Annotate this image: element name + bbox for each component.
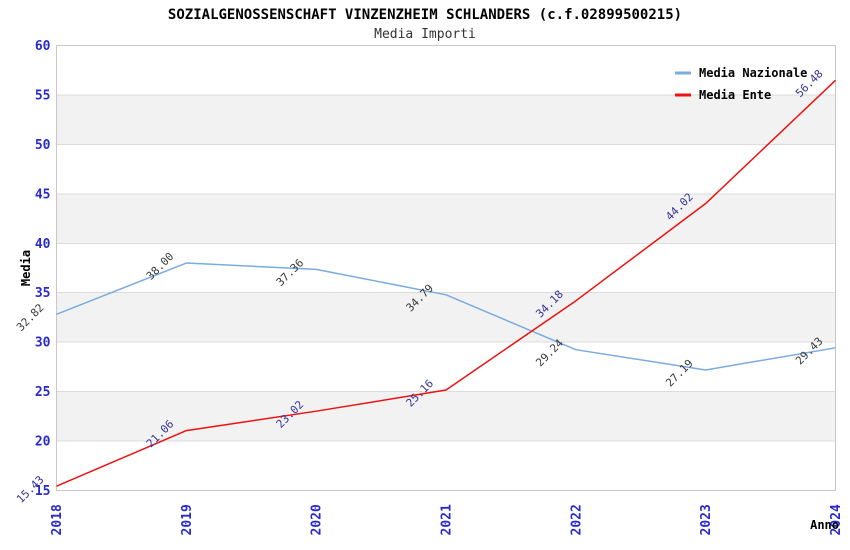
x-tick-label: 2023 [699,504,714,535]
plot-border [56,45,836,491]
y-tick-label: 15 [35,484,51,499]
data-point-label: 32.82 [14,301,47,334]
plot-band [56,193,836,244]
data-point-label: 27.19 [663,357,696,390]
data-point-label: 37.36 [274,256,307,289]
y-tick-label: 40 [35,237,51,252]
y-axis-title: Media [19,250,33,286]
chart-subtitle: Media Importi [374,27,476,42]
legend-label-1: Media Nazionale [699,66,807,80]
y-tick-label: 45 [35,187,51,202]
plot-band [56,94,836,145]
y-tick-label: 20 [35,435,51,450]
y-tick-label: 30 [35,336,51,351]
plot-band [56,391,836,442]
x-tick-label: 2018 [50,504,65,535]
x-tick-label: 2021 [440,504,455,535]
legend-label-2: Media Ente [699,88,771,102]
chart-title: SOZIALGENOSSENSCHAFT VINZENZHEIM SCHLAND… [167,7,683,23]
x-tick-label: 2020 [310,504,325,535]
y-tick-label: 35 [35,286,51,301]
x-tick-label: 2019 [180,504,195,535]
x-tick-label: 2024 [829,504,844,535]
y-tick-label: 25 [35,385,51,400]
series-line-media-nazionale [56,262,836,371]
data-point-label: 38.00 [144,250,177,283]
plot-band [56,292,836,343]
y-tick-label: 55 [35,88,51,103]
x-tick-label: 2022 [569,504,584,535]
y-tick-label: 60 [35,39,51,54]
x-axis-title: Anno [810,518,839,532]
y-tick-label: 50 [35,138,51,153]
series-line-media-ente [56,79,837,487]
